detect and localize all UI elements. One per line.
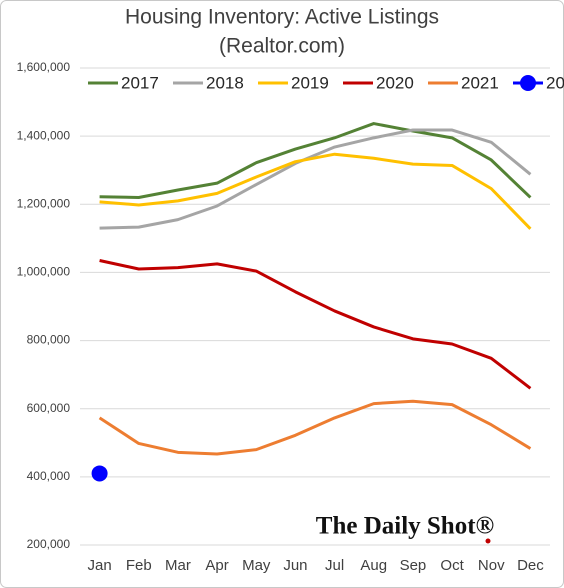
point — [91, 465, 108, 482]
x-tick-label: Nov — [478, 557, 505, 574]
chart-title: Housing Inventory: Active Listings — [125, 6, 439, 29]
x-tick-label: May — [242, 557, 271, 574]
legend-label: 2021 — [461, 73, 499, 92]
x-tick-label: Oct — [440, 557, 464, 574]
y-tick-label: 1,000,000 — [17, 265, 71, 279]
series-line — [99, 122, 532, 199]
x-tick-label: Apr — [205, 557, 228, 574]
y-tick-label: 600,000 — [27, 401, 71, 415]
x-tick-label: Dec — [517, 557, 544, 574]
legend-label: 2017 — [121, 73, 159, 92]
y-tick-label: 800,000 — [27, 333, 71, 347]
legend-marker — [520, 75, 536, 91]
series-line — [99, 259, 532, 390]
x-tick-label: Aug — [360, 557, 387, 574]
x-tick-label: Mar — [165, 557, 191, 574]
series-line — [98, 399, 532, 456]
y-tick-label: 200,000 — [27, 537, 71, 551]
y-tick-label: 1,400,000 — [17, 128, 71, 142]
x-tick-label: Sep — [400, 557, 427, 574]
legend-label: 2019 — [291, 73, 329, 92]
series-line — [99, 128, 532, 230]
legend-label: 2020 — [376, 73, 414, 92]
x-tick-label: Jun — [283, 557, 307, 574]
series-line — [99, 152, 532, 230]
chart-subtitle: (Realtor.com) — [219, 35, 345, 58]
legend-label: 2018 — [206, 73, 244, 92]
x-tick-label: Jul — [325, 557, 344, 574]
x-tick-label: Feb — [126, 557, 152, 574]
x-tick-label: Jan — [87, 557, 111, 574]
y-tick-label: 1,200,000 — [17, 196, 71, 210]
watermark: The Daily Shot® — [316, 513, 494, 540]
y-tick-label: 400,000 — [27, 469, 71, 483]
y-tick-label: 1,600,000 — [17, 60, 71, 74]
watermark-dot — [485, 538, 491, 544]
legend-label: 2022 — [546, 73, 564, 92]
